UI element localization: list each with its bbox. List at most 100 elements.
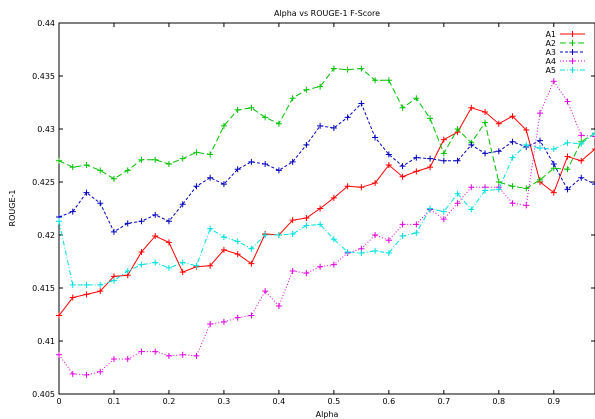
- data-point: [578, 140, 585, 147]
- y-axis-label: ROUGE-1: [8, 190, 17, 227]
- data-point: [317, 122, 324, 129]
- data-point: [372, 77, 379, 84]
- series-layer: [56, 65, 595, 378]
- legend-item-a1: A1: [545, 30, 585, 39]
- data-point: [303, 86, 310, 93]
- data-point: [385, 250, 392, 257]
- data-point: [207, 225, 214, 232]
- y-tick-label: 0.415: [32, 284, 55, 293]
- data-point: [165, 352, 172, 359]
- data-point: [372, 232, 379, 238]
- data-point: [289, 95, 296, 102]
- data-point: [69, 208, 76, 215]
- data-point: [592, 146, 595, 153]
- data-point: [399, 104, 406, 111]
- legend-item-a5: A5: [545, 66, 585, 75]
- data-point: [578, 174, 585, 181]
- data-point: [289, 217, 296, 224]
- data-point: [234, 166, 241, 173]
- data-point: [152, 348, 159, 355]
- data-point: [564, 153, 571, 160]
- data-point: [550, 146, 557, 153]
- data-point: [550, 189, 557, 196]
- data-point: [564, 186, 571, 193]
- data-point: [179, 259, 186, 266]
- data-point: [317, 83, 324, 90]
- data-point: [303, 222, 310, 229]
- data-point: [248, 104, 255, 111]
- data-point: [234, 251, 241, 258]
- x-tick-label: 0.2: [163, 397, 176, 406]
- data-point: [69, 164, 76, 171]
- data-point: [550, 78, 557, 85]
- data-point: [482, 150, 489, 157]
- data-point: [399, 163, 406, 170]
- data-point: [207, 151, 214, 158]
- data-point: [413, 168, 420, 175]
- data-point: [179, 201, 186, 208]
- data-point: [578, 157, 585, 164]
- data-point: [83, 189, 90, 196]
- data-point: [207, 262, 214, 269]
- data-point: [523, 185, 530, 192]
- series-a4: [56, 78, 595, 378]
- data-point: [372, 247, 379, 254]
- data-point: [303, 215, 310, 222]
- data-point: [413, 229, 420, 236]
- data-point: [495, 120, 502, 127]
- data-point: [550, 160, 557, 167]
- data-point: [69, 294, 76, 301]
- y-tick-label: 0.42: [37, 231, 55, 240]
- legend-marker: [569, 67, 576, 73]
- data-point: [165, 218, 172, 225]
- series-line-a2: [58, 68, 595, 189]
- axis-ticks: 0 0.1 0.2 0.3 0.4 0.5 0.6 0.7 0.8 0.9 0.405 0.41 0.4…: [32, 19, 595, 406]
- y-tick-label: 0.405: [32, 390, 55, 399]
- data-point: [427, 205, 434, 212]
- data-point: [330, 236, 337, 243]
- data-point: [454, 200, 461, 207]
- data-point: [289, 158, 296, 165]
- data-point: [124, 268, 131, 275]
- data-point: [537, 137, 544, 144]
- data-point: [399, 221, 406, 228]
- data-point: [207, 174, 214, 181]
- y-tick-label: 0.435: [32, 72, 55, 81]
- data-point: [468, 104, 475, 111]
- data-point: [275, 232, 282, 238]
- x-tick-label: 0.5: [328, 397, 341, 406]
- data-point: [234, 238, 241, 245]
- legend-label: A1: [545, 30, 556, 39]
- data-point: [440, 208, 447, 215]
- data-point: [152, 156, 159, 163]
- data-point: [385, 77, 392, 84]
- data-point: [193, 183, 200, 190]
- data-point: [220, 246, 227, 253]
- data-point: [509, 138, 516, 145]
- data-point: [454, 157, 461, 164]
- data-point: [207, 321, 214, 328]
- data-point: [248, 245, 255, 252]
- legend-marker: [569, 31, 576, 37]
- data-point: [495, 179, 502, 185]
- data-point: [495, 186, 502, 193]
- data-point: [110, 175, 117, 182]
- data-point: [248, 312, 255, 319]
- data-point: [138, 348, 145, 355]
- series-line-a4: [58, 80, 595, 376]
- data-point: [330, 194, 337, 201]
- data-point: [138, 156, 145, 163]
- legend-item-a2: A2: [545, 39, 585, 48]
- data-point: [152, 259, 159, 266]
- data-point: [275, 303, 282, 310]
- data-point: [440, 157, 447, 164]
- data-point: [344, 66, 351, 73]
- x-tick-label: 0.4: [273, 397, 286, 406]
- data-point: [275, 167, 282, 174]
- data-point: [220, 318, 227, 325]
- plot-frame: [58, 22, 595, 395]
- data-point: [83, 371, 90, 378]
- data-point: [509, 183, 516, 190]
- data-point: [97, 167, 104, 174]
